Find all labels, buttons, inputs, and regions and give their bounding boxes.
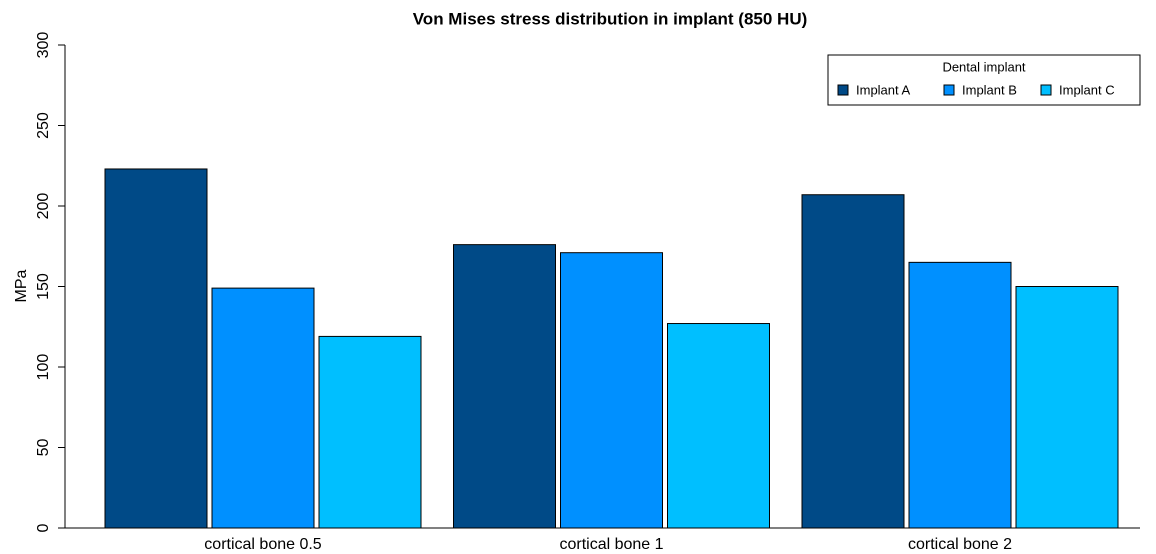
bar — [318, 335, 422, 529]
bar — [667, 323, 770, 529]
legend-swatch — [943, 84, 955, 96]
chart-title: Von Mises stress distribution in implant… — [413, 9, 808, 28]
y-tick-label: 150 — [35, 273, 52, 300]
bar — [560, 252, 663, 529]
legend-label: Implant B — [962, 82, 1017, 97]
y-tick-label: 250 — [35, 112, 52, 139]
bar — [801, 194, 905, 529]
legend-title: Dental implant — [942, 59, 1025, 74]
y-axis-label: MPa — [13, 269, 30, 302]
y-tick-label: 200 — [35, 193, 52, 220]
bar — [453, 244, 556, 529]
y-tick-label: 0 — [35, 523, 52, 532]
x-tick-label: cortical bone 0.5 — [204, 536, 322, 553]
y-tick-label: 100 — [35, 354, 52, 381]
y-tick-label: 50 — [35, 439, 52, 457]
bar — [211, 287, 315, 529]
legend-label: Implant A — [856, 82, 911, 97]
legend-box — [827, 54, 1141, 106]
legend-swatch — [1040, 84, 1052, 96]
bar — [1015, 286, 1119, 529]
bar — [104, 168, 208, 529]
x-tick-label: cortical bone 1 — [559, 536, 663, 553]
legend-label: Implant C — [1059, 82, 1115, 97]
bar — [908, 261, 1012, 529]
y-tick-label: 300 — [35, 32, 52, 59]
legend-swatch — [837, 84, 849, 96]
x-tick-label: cortical bone 2 — [908, 536, 1012, 553]
